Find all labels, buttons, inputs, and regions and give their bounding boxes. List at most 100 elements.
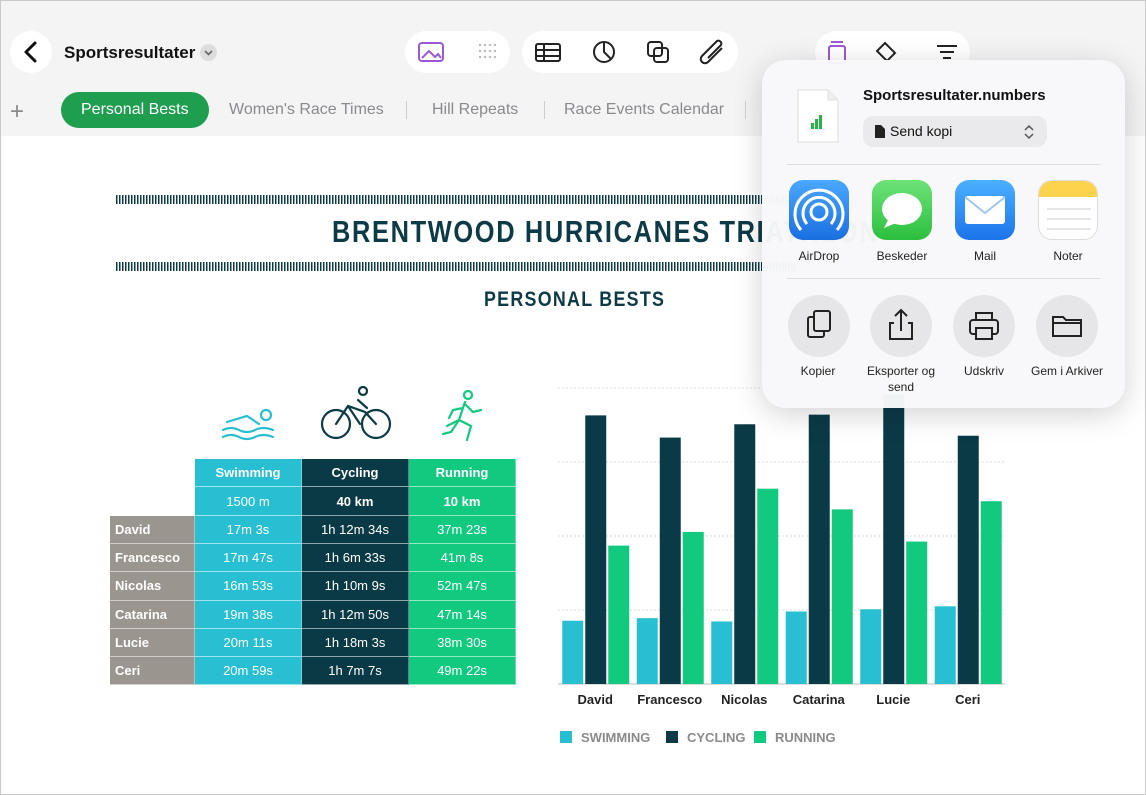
sheet-tab[interactable]: Personal Bests [81, 101, 189, 118]
sport-icons [221, 385, 483, 442]
sheet-subtitle: PERSONAL BESTS [484, 288, 666, 311]
bar [957, 435, 979, 684]
table-cell: 1h 6m 33s [302, 544, 409, 573]
column-distance: 1500 m [195, 487, 302, 516]
table-cell: 16m 53s [195, 572, 302, 601]
document-title[interactable]: Sportsresultater [64, 43, 196, 62]
sheet-tab[interactable]: Race Events Calendar [564, 101, 725, 118]
bar [734, 424, 756, 684]
bar [906, 541, 928, 684]
chevron [204, 50, 213, 56]
doc-glyph [875, 125, 885, 138]
tab-separator [544, 101, 545, 119]
action-label: Eksporter og send [866, 364, 936, 394]
bar [934, 606, 956, 684]
table-cell: 20m 59s [195, 657, 302, 686]
sheet-tab[interactable]: Hill Repeats [432, 101, 519, 118]
messages-icon[interactable] [872, 180, 932, 240]
bar [711, 621, 733, 684]
insert-group[interactable] [522, 31, 738, 73]
save-files-button[interactable] [1036, 295, 1098, 357]
x-tick-label: Catarina [793, 692, 846, 707]
export-button[interactable] [870, 295, 932, 357]
column-header: Cycling [302, 459, 409, 487]
table-cell: 1h 10m 9s [302, 572, 409, 601]
bar [808, 414, 830, 684]
title-rule [116, 262, 796, 271]
table-cell: 19m 38s [195, 600, 302, 629]
x-tick-label: David [578, 692, 613, 707]
app-label: AirDrop [798, 249, 840, 263]
bar [585, 415, 607, 684]
bar [757, 488, 779, 684]
sheet-tab[interactable]: Women's Race Times [229, 101, 384, 118]
legend-label: SWIMMING [581, 730, 650, 745]
table-cell: 1h 12m 34s [302, 516, 409, 545]
tab-separator [745, 101, 746, 119]
table-cell: 17m 3s [195, 516, 302, 545]
divider [787, 164, 1100, 165]
bar [562, 620, 584, 684]
app-label: Noter [1053, 249, 1083, 263]
column-distance: 40 km [302, 487, 409, 516]
add-sheet[interactable]: + [10, 98, 25, 125]
legend-swatch [560, 731, 572, 743]
insert-icons [535, 39, 723, 65]
title-menu[interactable] [200, 44, 217, 61]
copy-button[interactable] [788, 295, 850, 357]
bar [883, 394, 905, 684]
back-icon [24, 41, 37, 63]
table-cell: 47m 14s [409, 600, 516, 629]
active-tab-bg [61, 92, 209, 128]
bar [831, 509, 853, 684]
row-name: Lucie [110, 628, 195, 657]
table-cell: 38m 30s [409, 628, 516, 657]
media-group[interactable] [405, 31, 510, 73]
row-name: Ceri [110, 657, 195, 686]
x-tick-label: Ceri [955, 692, 980, 707]
column-header: Swimming [195, 459, 302, 487]
action-label: Kopier [800, 364, 836, 378]
bar [608, 545, 630, 684]
airdrop-icon[interactable] [789, 180, 849, 240]
notes-icon[interactable] [1038, 180, 1098, 240]
x-tick-label: Lucie [876, 692, 910, 707]
bar [636, 618, 658, 684]
column-distance: 10 km [409, 487, 516, 516]
send-option-label: Send kopi [890, 123, 953, 139]
updown [1024, 124, 1034, 140]
row-name: Francesco [110, 544, 195, 573]
table-cell: 1h 12m 50s [302, 600, 409, 629]
legend-swatch [666, 731, 678, 743]
table-cell: 1h 7m 7s [302, 657, 409, 686]
bar [860, 609, 882, 684]
column-header: Running [409, 459, 516, 487]
bar [785, 611, 807, 684]
table-cell: 37m 23s [409, 516, 516, 545]
table-cell: 52m 47s [409, 572, 516, 601]
print-button[interactable] [953, 295, 1015, 357]
action-label: Udskriv [963, 364, 1004, 378]
title-rule [116, 195, 796, 204]
mail-icon[interactable] [955, 180, 1015, 240]
x-tick-label: Nicolas [721, 692, 767, 707]
bar [980, 501, 1002, 684]
file-name: Sportsresultater.numbers [863, 87, 1046, 104]
app-label: Mail [973, 249, 996, 263]
app-label: Beskeder [876, 249, 928, 263]
send-option[interactable]: Send kopi [863, 116, 1047, 147]
legend-label: CYCLING [687, 730, 746, 745]
table-cell: 41m 8s [409, 544, 516, 573]
back-button[interactable] [10, 31, 52, 73]
share-sheet: Sportsresultater.numbers Send kopi AirDr… [762, 60, 1125, 408]
table-cell: 49m 22s [409, 657, 516, 686]
divider [787, 278, 1100, 279]
bar [682, 531, 704, 684]
x-tick-label: Francesco [637, 692, 702, 707]
table-cell: 17m 47s [195, 544, 302, 573]
legend-label: RUNNING [775, 730, 836, 745]
tab-separator [406, 101, 407, 119]
media-icons [418, 42, 497, 62]
action-label: Gem i Arkiver [1030, 364, 1103, 378]
